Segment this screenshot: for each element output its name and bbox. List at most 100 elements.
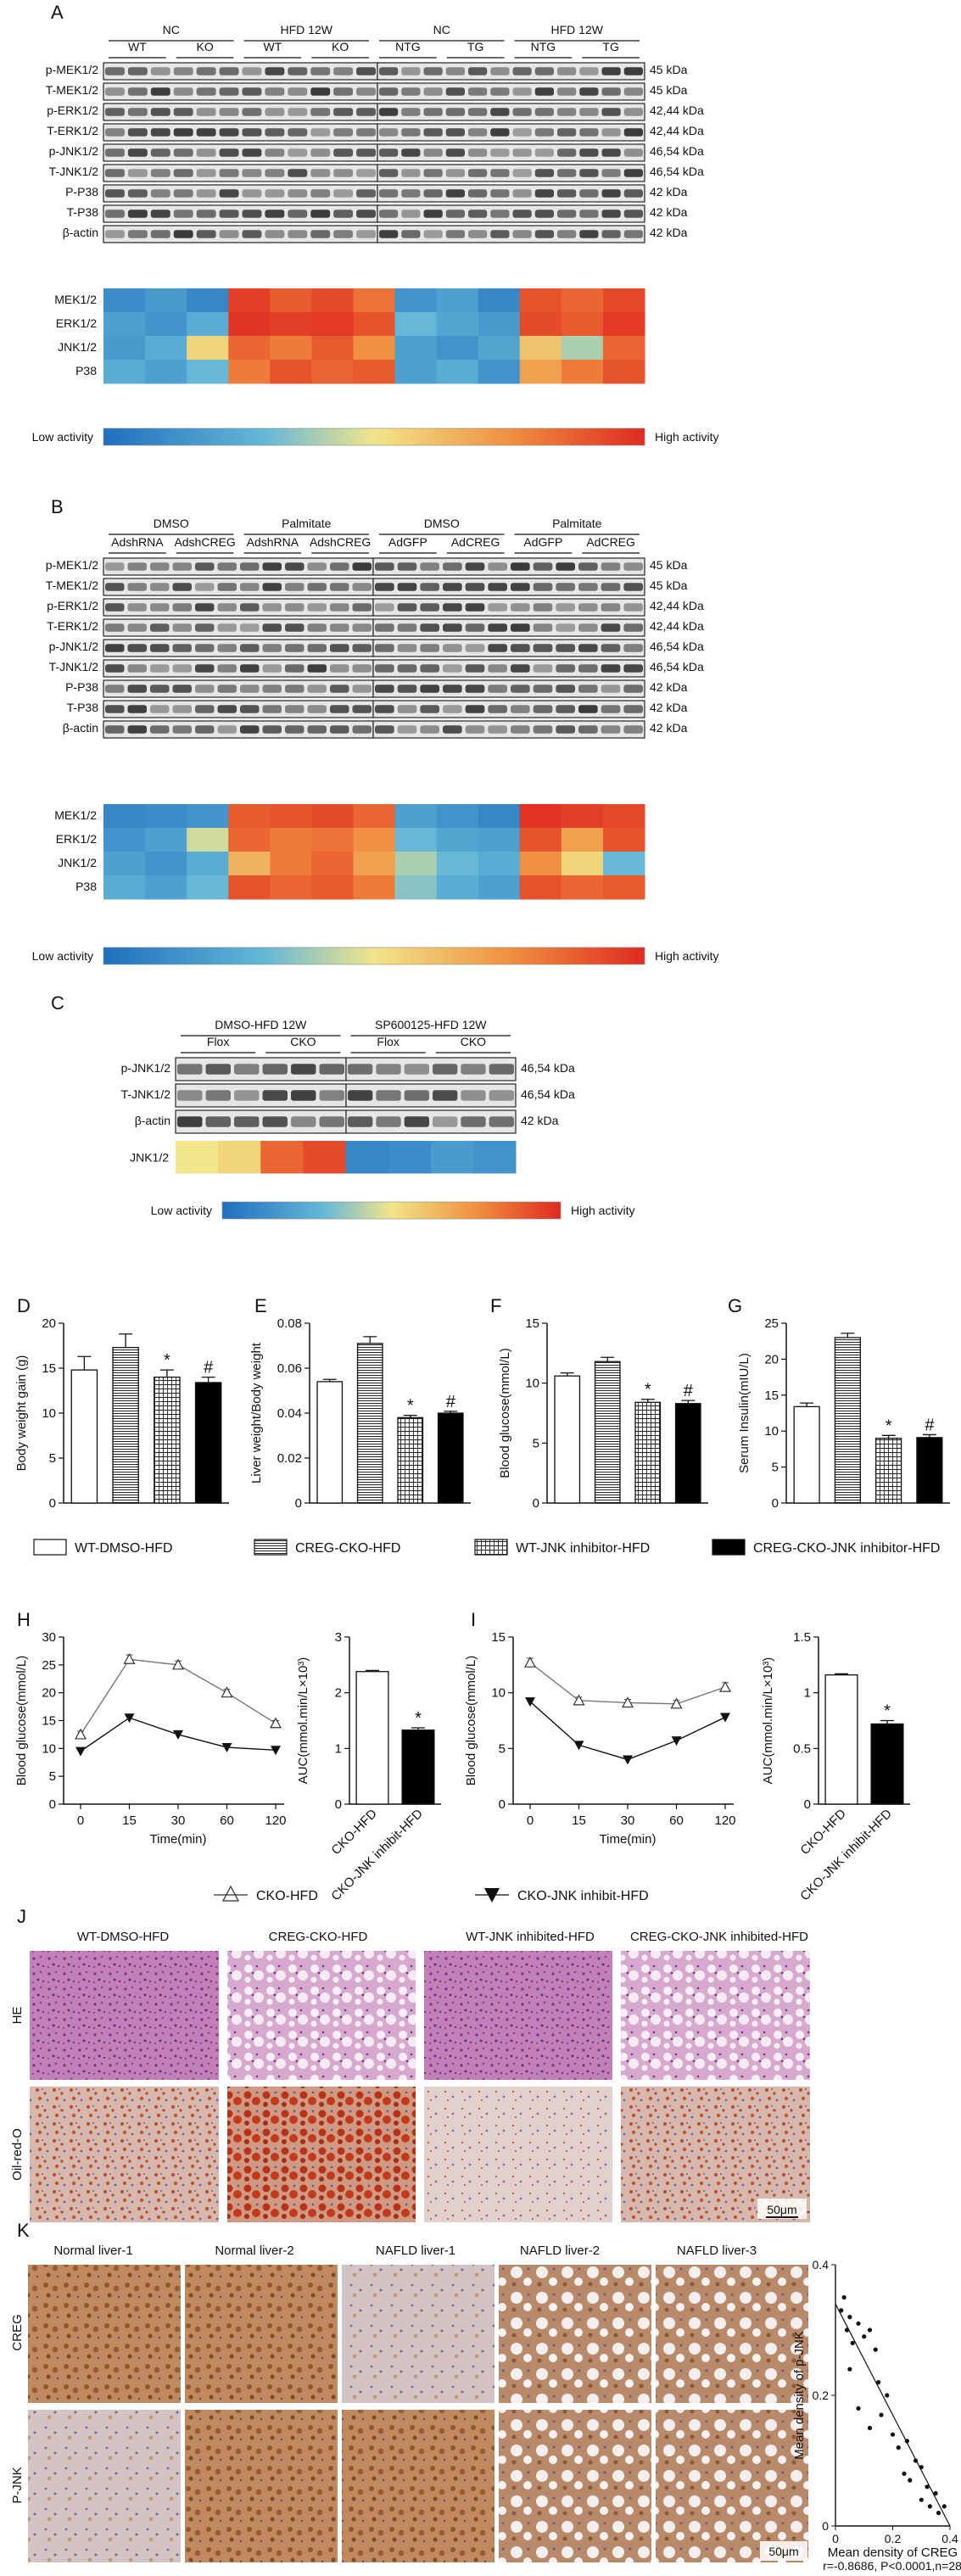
blot-band (307, 623, 327, 632)
blot-band (397, 685, 417, 693)
blot-band (285, 644, 305, 652)
heatmap-cell (478, 828, 521, 852)
blot-band (579, 108, 599, 116)
blot-band (375, 685, 394, 693)
blot-band (195, 705, 215, 713)
lane-label: WT (128, 40, 147, 53)
blot-band (397, 644, 417, 652)
blot-band (533, 664, 553, 673)
blot-band (556, 562, 575, 571)
y-tick-label: 0.04 (277, 1406, 302, 1421)
ihc-column-label: NAFLD liver-1 (376, 2244, 455, 2258)
blot-strip (372, 720, 645, 739)
blot-band (556, 583, 575, 591)
kda-label: 42 kDa (650, 185, 688, 198)
group-label: Palmitate (282, 517, 332, 530)
blot-band (310, 210, 331, 218)
blot-band (173, 67, 193, 75)
blot-band (333, 67, 354, 75)
bar (194, 1382, 222, 1504)
he-stain-image (30, 1951, 219, 2080)
blot-band (195, 644, 215, 652)
blot-band (420, 705, 439, 713)
panel-letter-g: G (728, 1295, 742, 1316)
heatmap-cell (519, 288, 562, 313)
group-label: HFD 12W (281, 23, 333, 36)
heatmap-cell (260, 1141, 304, 1174)
blot-strip (345, 1109, 517, 1134)
blot-band (534, 169, 554, 177)
blot-band (105, 705, 125, 713)
heatmap-row-label: P38 (75, 364, 97, 377)
blot-band (445, 87, 465, 96)
blot-band (173, 108, 193, 116)
blot-band (556, 603, 575, 612)
blot-band (265, 67, 285, 75)
blot-band (105, 230, 125, 238)
blot-band (601, 705, 621, 713)
blot-band (468, 169, 488, 177)
ihc-column-label: NAFLD liver-2 (520, 2244, 600, 2258)
blot-band (601, 664, 621, 673)
he-stain-image (227, 1951, 416, 2080)
group-label: SP600125-HFD 12W (375, 1018, 487, 1031)
y-tick-label: 0 (499, 1797, 506, 1812)
open-triangle-marker (171, 1658, 185, 1670)
y-tick-label: 10 (42, 1406, 56, 1421)
bar (793, 1405, 820, 1504)
blot-band (288, 210, 308, 218)
p-jnk-ihc-image (28, 2410, 181, 2562)
blot-band (177, 1090, 203, 1101)
blot-band (465, 562, 485, 571)
kda-label: 42 kDa (650, 205, 688, 219)
blot-band (534, 108, 554, 116)
blot-band (465, 685, 485, 693)
heatmap-cell (145, 312, 187, 337)
bar (875, 1438, 902, 1504)
scatter-point (839, 2308, 844, 2313)
blot-band (488, 603, 507, 612)
blot-band (533, 583, 553, 591)
blot-band (379, 87, 399, 96)
blot-band (420, 583, 439, 591)
heatmap-cell (311, 288, 354, 313)
legend-label: CKO-JNK inhibit-HFD (517, 1889, 649, 1903)
blot-band (265, 108, 285, 116)
panel-letter-d: D (17, 1295, 31, 1316)
blot-band (534, 128, 554, 137)
blot-band (511, 623, 530, 632)
heatmap-cell (228, 828, 271, 852)
bar (916, 1437, 943, 1504)
blot-strip (377, 62, 645, 81)
significance-mark: * (407, 1397, 414, 1416)
blot-strip (175, 1083, 347, 1108)
blot-band (105, 644, 125, 652)
blot-band (490, 169, 510, 177)
blot-band (401, 189, 421, 198)
kda-label: 42 kDa (650, 721, 688, 735)
blot-band (468, 189, 488, 198)
category-label: CKO-JNK inhibit-HFD (328, 1807, 426, 1904)
heatmap-row-label: MEK1/2 (54, 293, 97, 306)
blot-band (623, 87, 643, 96)
blot-band (578, 725, 598, 734)
blot-band (623, 623, 643, 632)
panel-letter-f: F (490, 1295, 501, 1316)
heatmap-row-label: MEK1/2 (54, 808, 97, 822)
blot-band (488, 644, 507, 652)
blot-band (423, 87, 443, 96)
blot-band (534, 230, 554, 238)
blot-band (352, 664, 372, 673)
heatmap-cell (519, 336, 562, 360)
lane-label: AdGFP (523, 535, 562, 549)
scatter-point (936, 2511, 941, 2516)
heatmap-cell (394, 852, 438, 876)
blot-band (557, 128, 577, 137)
lane-label: AdCREG (451, 535, 500, 549)
blot-band (557, 169, 577, 177)
blot-band (557, 210, 577, 218)
heatmap-cell (478, 288, 521, 313)
blot-band (262, 603, 282, 612)
blot-band (623, 108, 643, 116)
legend-swatch (712, 1539, 746, 1556)
